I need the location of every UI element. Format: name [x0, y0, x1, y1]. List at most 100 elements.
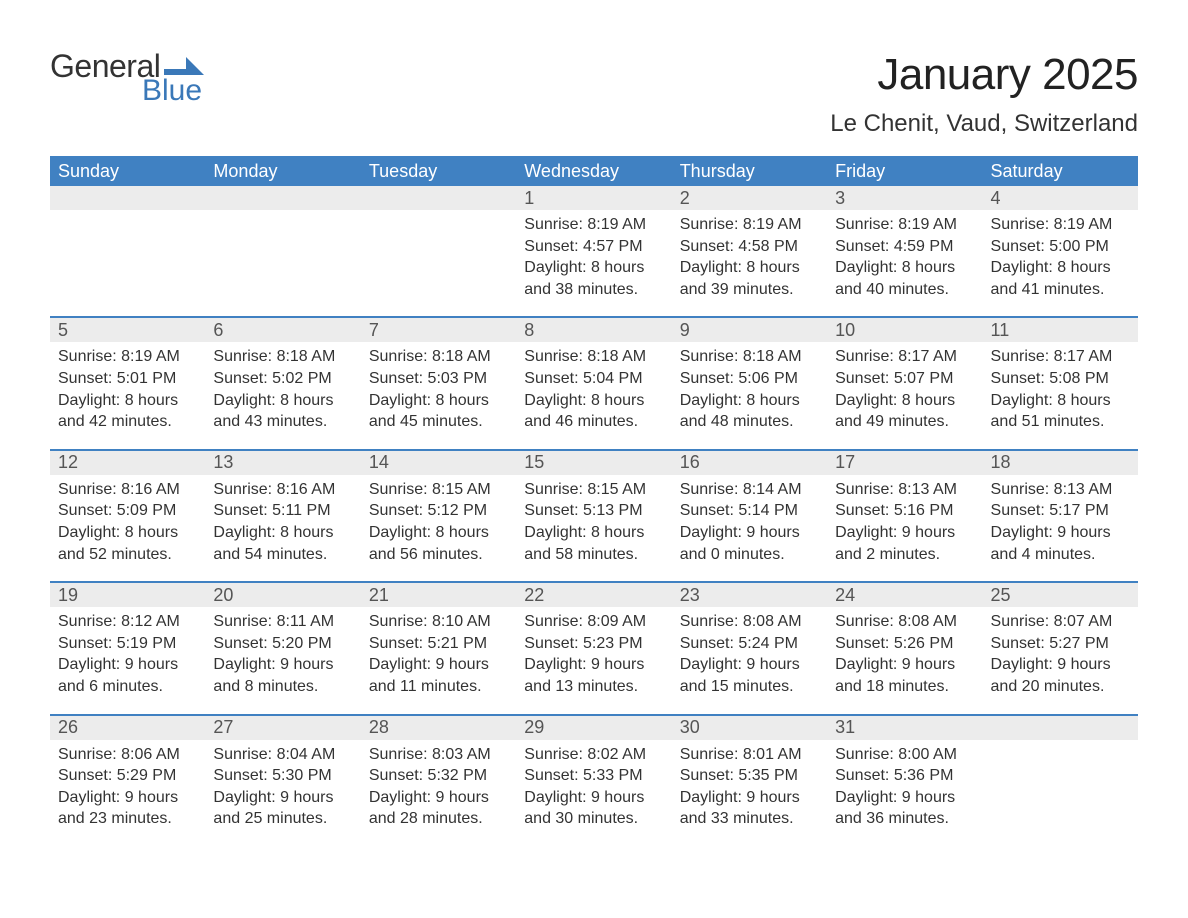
calendar-day: 6Sunrise: 8:18 AMSunset: 5:02 PMDaylight…: [205, 318, 360, 448]
brand-logo: General Blue: [50, 50, 204, 106]
daylight-line-1: Daylight: 9 hours: [524, 654, 663, 676]
calendar-week: 5Sunrise: 8:19 AMSunset: 5:01 PMDaylight…: [50, 316, 1138, 448]
sunset-line: Sunset: 5:07 PM: [835, 368, 974, 390]
sunset-line: Sunset: 5:08 PM: [991, 368, 1130, 390]
calendar-day: 16Sunrise: 8:14 AMSunset: 5:14 PMDayligh…: [672, 451, 827, 581]
sunrise-line: Sunrise: 8:01 AM: [680, 744, 819, 766]
day-number: 12: [50, 451, 205, 475]
daylight-line-2: and 51 minutes.: [991, 411, 1130, 433]
sunrise-line: Sunrise: 8:18 AM: [213, 346, 352, 368]
day-number: 25: [983, 583, 1138, 607]
calendar-day: 13Sunrise: 8:16 AMSunset: 5:11 PMDayligh…: [205, 451, 360, 581]
daylight-line-2: and 20 minutes.: [991, 676, 1130, 698]
day-content: Sunrise: 8:08 AMSunset: 5:26 PMDaylight:…: [827, 607, 982, 697]
day-number: 7: [361, 318, 516, 342]
day-content: Sunrise: 8:15 AMSunset: 5:13 PMDaylight:…: [516, 475, 671, 565]
sunrise-line: Sunrise: 8:02 AM: [524, 744, 663, 766]
sunrise-line: Sunrise: 8:19 AM: [991, 214, 1130, 236]
sunrise-line: Sunrise: 8:11 AM: [213, 611, 352, 633]
day-number: 22: [516, 583, 671, 607]
daylight-line-1: Daylight: 8 hours: [524, 257, 663, 279]
daylight-line-1: Daylight: 8 hours: [213, 390, 352, 412]
sunrise-line: Sunrise: 8:07 AM: [991, 611, 1130, 633]
sunrise-line: Sunrise: 8:18 AM: [524, 346, 663, 368]
day-content: Sunrise: 8:02 AMSunset: 5:33 PMDaylight:…: [516, 740, 671, 830]
day-content: Sunrise: 8:09 AMSunset: 5:23 PMDaylight:…: [516, 607, 671, 697]
day-content: Sunrise: 8:13 AMSunset: 5:16 PMDaylight:…: [827, 475, 982, 565]
day-number: 15: [516, 451, 671, 475]
sunset-line: Sunset: 5:17 PM: [991, 500, 1130, 522]
day-content: Sunrise: 8:06 AMSunset: 5:29 PMDaylight:…: [50, 740, 205, 830]
day-content: Sunrise: 8:15 AMSunset: 5:12 PMDaylight:…: [361, 475, 516, 565]
calendar-day: 22Sunrise: 8:09 AMSunset: 5:23 PMDayligh…: [516, 583, 671, 713]
weekday-header: Sunday: [50, 161, 205, 182]
day-content: Sunrise: 8:18 AMSunset: 5:03 PMDaylight:…: [361, 342, 516, 432]
sunrise-line: Sunrise: 8:14 AM: [680, 479, 819, 501]
day-content: Sunrise: 8:04 AMSunset: 5:30 PMDaylight:…: [205, 740, 360, 830]
day-content: Sunrise: 8:19 AMSunset: 4:59 PMDaylight:…: [827, 210, 982, 300]
sunrise-line: Sunrise: 8:12 AM: [58, 611, 197, 633]
day-content: Sunrise: 8:03 AMSunset: 5:32 PMDaylight:…: [361, 740, 516, 830]
day-content: Sunrise: 8:00 AMSunset: 5:36 PMDaylight:…: [827, 740, 982, 830]
daylight-line-1: Daylight: 8 hours: [991, 390, 1130, 412]
calendar-week: 26Sunrise: 8:06 AMSunset: 5:29 PMDayligh…: [50, 714, 1138, 846]
calendar-day: 21Sunrise: 8:10 AMSunset: 5:21 PMDayligh…: [361, 583, 516, 713]
calendar-day: 12Sunrise: 8:16 AMSunset: 5:09 PMDayligh…: [50, 451, 205, 581]
daylight-line-1: Daylight: 9 hours: [369, 787, 508, 809]
weekday-header: Thursday: [672, 161, 827, 182]
calendar-day: 18Sunrise: 8:13 AMSunset: 5:17 PMDayligh…: [983, 451, 1138, 581]
day-number: 30: [672, 716, 827, 740]
daylight-line-2: and 13 minutes.: [524, 676, 663, 698]
calendar-day: 23Sunrise: 8:08 AMSunset: 5:24 PMDayligh…: [672, 583, 827, 713]
daylight-line-2: and 30 minutes.: [524, 808, 663, 830]
calendar-day: 28Sunrise: 8:03 AMSunset: 5:32 PMDayligh…: [361, 716, 516, 846]
daylight-line-1: Daylight: 9 hours: [680, 787, 819, 809]
sunset-line: Sunset: 4:57 PM: [524, 236, 663, 258]
day-number: 3: [827, 186, 982, 210]
sunset-line: Sunset: 5:11 PM: [213, 500, 352, 522]
day-content: Sunrise: 8:19 AMSunset: 5:00 PMDaylight:…: [983, 210, 1138, 300]
weekday-header: Saturday: [983, 161, 1138, 182]
sunset-line: Sunset: 5:13 PM: [524, 500, 663, 522]
calendar-week: 19Sunrise: 8:12 AMSunset: 5:19 PMDayligh…: [50, 581, 1138, 713]
daylight-line-1: Daylight: 9 hours: [369, 654, 508, 676]
sunrise-line: Sunrise: 8:17 AM: [991, 346, 1130, 368]
calendar-day: [983, 716, 1138, 846]
sunrise-line: Sunrise: 8:17 AM: [835, 346, 974, 368]
daylight-line-1: Daylight: 9 hours: [524, 787, 663, 809]
daylight-line-2: and 8 minutes.: [213, 676, 352, 698]
daylight-line-2: and 45 minutes.: [369, 411, 508, 433]
calendar-day: 24Sunrise: 8:08 AMSunset: 5:26 PMDayligh…: [827, 583, 982, 713]
location-subtitle: Le Chenit, Vaud, Switzerland: [830, 110, 1138, 138]
sunset-line: Sunset: 5:30 PM: [213, 765, 352, 787]
sunset-line: Sunset: 5:04 PM: [524, 368, 663, 390]
daylight-line-1: Daylight: 8 hours: [680, 390, 819, 412]
daylight-line-1: Daylight: 8 hours: [369, 390, 508, 412]
day-number: 29: [516, 716, 671, 740]
page-header: General Blue January 2025 Le Chenit, Vau…: [50, 50, 1138, 138]
calendar-day: 10Sunrise: 8:17 AMSunset: 5:07 PMDayligh…: [827, 318, 982, 448]
calendar-day: 4Sunrise: 8:19 AMSunset: 5:00 PMDaylight…: [983, 186, 1138, 316]
daylight-line-1: Daylight: 8 hours: [524, 390, 663, 412]
calendar-day: 26Sunrise: 8:06 AMSunset: 5:29 PMDayligh…: [50, 716, 205, 846]
sunrise-line: Sunrise: 8:03 AM: [369, 744, 508, 766]
daylight-line-1: Daylight: 9 hours: [680, 654, 819, 676]
day-content: Sunrise: 8:19 AMSunset: 4:57 PMDaylight:…: [516, 210, 671, 300]
daylight-line-1: Daylight: 8 hours: [680, 257, 819, 279]
sunrise-line: Sunrise: 8:06 AM: [58, 744, 197, 766]
day-number: 16: [672, 451, 827, 475]
calendar-day: [50, 186, 205, 316]
calendar-day: [361, 186, 516, 316]
sunrise-line: Sunrise: 8:19 AM: [680, 214, 819, 236]
day-content: Sunrise: 8:18 AMSunset: 5:06 PMDaylight:…: [672, 342, 827, 432]
day-number: 4: [983, 186, 1138, 210]
calendar-day: 30Sunrise: 8:01 AMSunset: 5:35 PMDayligh…: [672, 716, 827, 846]
logo-word-blue: Blue: [142, 76, 204, 106]
daylight-line-2: and 4 minutes.: [991, 544, 1130, 566]
daylight-line-2: and 6 minutes.: [58, 676, 197, 698]
weekday-header-row: Sunday Monday Tuesday Wednesday Thursday…: [50, 156, 1138, 186]
sunrise-line: Sunrise: 8:08 AM: [835, 611, 974, 633]
day-number: 19: [50, 583, 205, 607]
day-number: 20: [205, 583, 360, 607]
daylight-line-2: and 40 minutes.: [835, 279, 974, 301]
